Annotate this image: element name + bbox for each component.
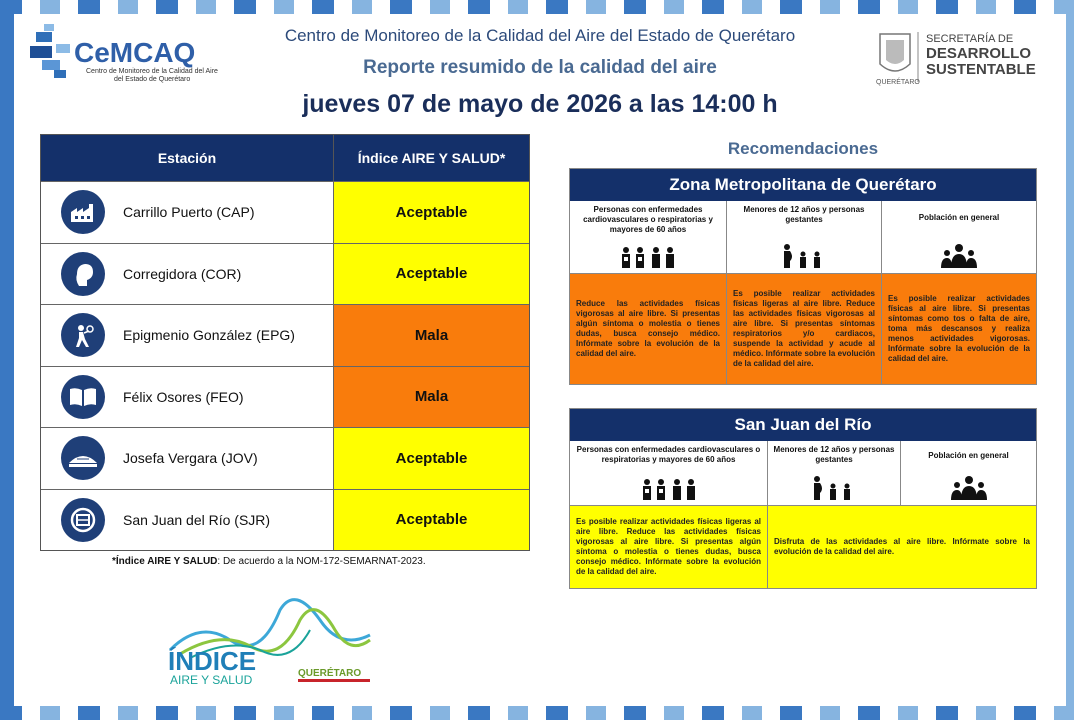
index-value: Mala: [334, 366, 529, 427]
elderly-sick-people-icon: [570, 245, 726, 273]
station-name: Félix Osores (FEO): [123, 388, 244, 405]
station-name: Josefa Vergara (JOV): [123, 450, 258, 467]
group-heading: Población en general: [901, 441, 1036, 471]
column-header-station: Estación: [41, 135, 334, 181]
group-column: Población en general Es posible realizar…: [882, 201, 1036, 384]
report-title: Reporte resumido de la calidad del aire: [363, 57, 717, 78]
group-column-merged: Menores de 12 años y personas gestantes …: [768, 441, 1036, 588]
index-value: Aceptable: [334, 182, 529, 243]
footnote-text: : De acuerdo a la NOM-172-SEMARNAT-2023.: [217, 556, 426, 567]
zone-metropolitana-panel: Zona Metropolitana de Querétaro Personas…: [569, 168, 1037, 385]
emblem-icon: [61, 497, 105, 542]
station-name: San Juan del Río (SJR): [123, 511, 271, 528]
group-heading: Personas con enfermedades cardiovascular…: [570, 441, 767, 471]
indice-logo-line-3: QUERÉTARO: [298, 666, 361, 679]
sds-logo: QUERÉTARO SECRETARÍA DE DESARROLLO SUSTE…: [872, 26, 1052, 88]
zone-san-juan-panel: San Juan del Río Personas con enfermedad…: [569, 408, 1037, 589]
indice-logo-line-2: AIRE Y SALUD: [170, 673, 253, 687]
index-value: Aceptable: [334, 243, 529, 304]
sds-small-text: QUERÉTARO: [876, 77, 920, 86]
indice-aire-salud-logo: ÍNDICE AIRE Y SALUD QUERÉTARO: [160, 580, 380, 690]
group-recommendation: Es posible realizar actividades físicas …: [882, 273, 1036, 384]
general-population-icon: [882, 244, 1036, 273]
index-value: Aceptable: [334, 489, 529, 550]
group-heading: Menores de 12 años y personas gestantes: [727, 201, 881, 245]
indice-logo-line-1: ÍNDICE: [168, 646, 256, 676]
table-row: Epigmenio González (EPG) Mala: [41, 304, 529, 366]
group-column: Menores de 12 años y personas gestantes …: [727, 201, 882, 384]
group-heading: Menores de 12 años y personas gestantes: [768, 441, 900, 471]
group-recommendation: Es posible realizar actividades físicas …: [727, 273, 881, 384]
center-name: Centro de Monitoreo de la Calidad del Ai…: [284, 26, 796, 45]
table-row: San Juan del Río (SJR) Aceptable: [41, 488, 529, 550]
group-heading: Población en general: [882, 201, 1036, 245]
person-torch-icon: [61, 313, 105, 358]
zone-title: Zona Metropolitana de Querétaro: [570, 169, 1036, 201]
group-recommendation: Es posible realizar actividades físicas …: [570, 505, 767, 588]
table-row: Corregidora (COR) Aceptable: [41, 242, 529, 304]
sds-line-1: SECRETARÍA DE: [926, 32, 1013, 45]
sds-line-2: DESARROLLO: [926, 45, 1031, 62]
table-row: Carrillo Puerto (CAP) Aceptable: [41, 181, 529, 243]
group-recommendation: Reduce las actividades físicas vigorosas…: [570, 273, 726, 384]
index-value: Aceptable: [334, 428, 529, 489]
station-name: Corregidora (COR): [123, 265, 242, 282]
group-column: Personas con enfermedades cardiovascular…: [570, 201, 727, 384]
table-row: Félix Osores (FEO) Mala: [41, 365, 529, 427]
index-value: Mala: [334, 305, 529, 366]
elderly-sick-people-icon: [570, 471, 767, 505]
coat-of-arms-icon: [879, 33, 911, 72]
footnote-label: *Índice AIRE Y SALUD: [112, 556, 218, 567]
sds-line-3: SUSTENTABLE: [926, 61, 1036, 78]
group-column: Personas con enfermedades cardiovascular…: [570, 441, 768, 588]
open-book-icon: [61, 374, 105, 419]
report-datetime: jueves 07 de mayo de 2026 a las 14:00 h: [302, 90, 778, 118]
general-population-icon: [901, 471, 1036, 505]
children-pregnant-icon: [727, 244, 881, 273]
stations-table-header: Estación Índice AIRE Y SALUD*: [41, 135, 529, 181]
profile-head-icon: [61, 251, 105, 296]
cemcaq-logo-mark: CeMCAQ Centro de Monitoreo de la Calidad…: [30, 24, 218, 83]
cemcaq-subtitle-2: del Estado de Querétaro: [114, 76, 190, 83]
children-pregnant-icon: [768, 471, 900, 505]
column-header-index: Índice AIRE Y SALUD*: [357, 150, 506, 166]
station-name: Carrillo Puerto (CAP): [123, 204, 255, 221]
sds-logo-mark: QUERÉTARO SECRETARÍA DE DESARROLLO SUSTE…: [876, 32, 1036, 86]
group-heading: Personas con enfermedades cardiovascular…: [570, 201, 726, 245]
table-row: Josefa Vergara (JOV) Aceptable: [41, 427, 529, 489]
stations-table: Estación Índice AIRE Y SALUD* Carrillo P…: [40, 134, 530, 551]
footnote: *Índice AIRE Y SALUD: De acuerdo a la NO…: [112, 556, 426, 567]
cemcaq-logo: CeMCAQ Centro de Monitoreo de la Calidad…: [30, 22, 240, 84]
zone-title: San Juan del Río: [570, 409, 1036, 441]
building-dome-icon: [61, 436, 105, 481]
station-name: Epigmenio González (EPG): [123, 327, 295, 344]
cemcaq-brand-text: CeMCAQ: [74, 37, 195, 68]
factory-icon: [61, 190, 105, 235]
group-recommendation: Disfruta de las actividades al aire libr…: [768, 505, 1036, 588]
recommendations-title: Recomendaciones: [727, 139, 879, 158]
cemcaq-subtitle-1: Centro de Monitoreo de la Calidad del Ai…: [86, 68, 218, 75]
